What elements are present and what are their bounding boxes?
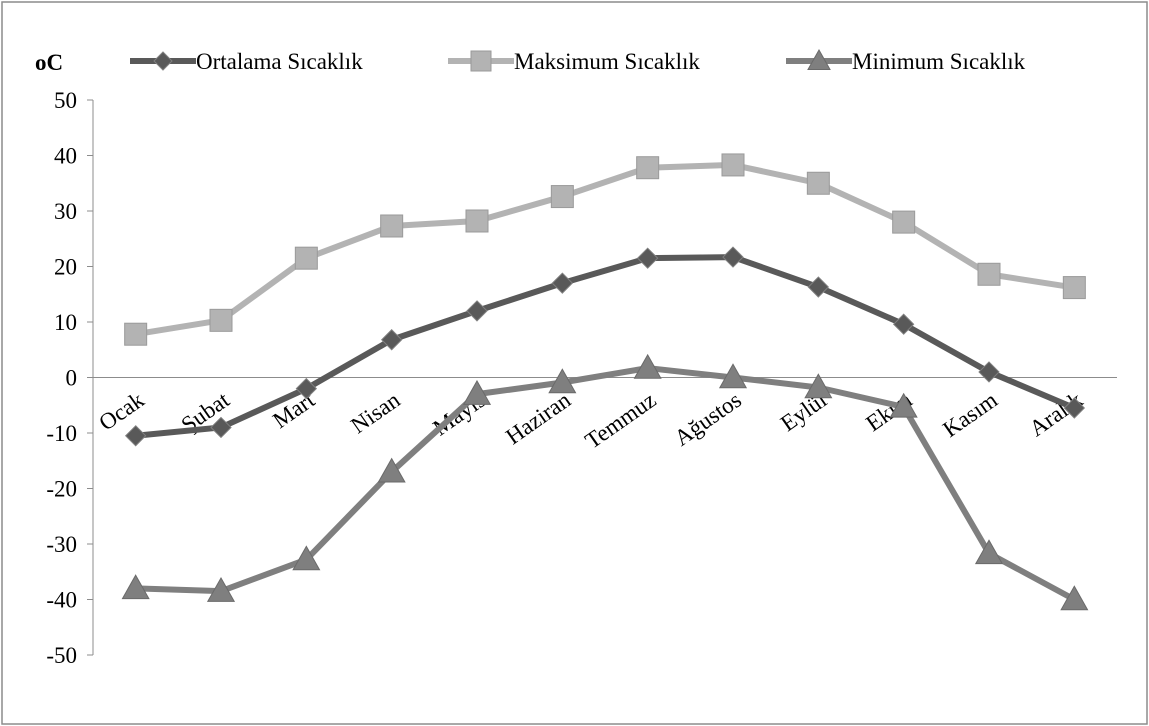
data-point — [636, 156, 660, 180]
data-point — [548, 368, 577, 394]
data-point — [377, 457, 406, 483]
data-point — [1062, 276, 1086, 300]
y-tick-label: 40 — [54, 144, 77, 169]
legend-label: Ortalama Sıcaklık — [196, 49, 363, 74]
data-point — [380, 214, 404, 238]
data-point — [209, 308, 233, 332]
data-point — [124, 425, 147, 447]
series-triangle — [121, 353, 1089, 611]
data-point — [974, 539, 1004, 565]
unit-label: oC — [35, 50, 63, 75]
data-point — [718, 363, 748, 389]
data-point — [124, 322, 148, 346]
data-point — [806, 171, 830, 195]
series-diamond — [124, 246, 1086, 447]
data-point — [294, 246, 318, 270]
y-tick-label: -30 — [46, 532, 77, 557]
y-tick-label: 30 — [54, 199, 77, 224]
legend-item: Maksimum Sıcaklık — [448, 49, 700, 74]
data-point — [292, 545, 321, 571]
legend-marker — [807, 48, 831, 70]
y-tick-label: 20 — [54, 255, 77, 280]
data-point — [804, 373, 833, 399]
y-axis: 50 40 30 20 10 0 -10 -20 -30 -40 -50 — [46, 88, 94, 668]
data-point — [1060, 585, 1089, 611]
y-tick-label: 0 — [66, 366, 78, 391]
data-point — [721, 153, 745, 177]
legend-item: Ortalama Sıcaklık — [130, 49, 363, 74]
data-point — [636, 247, 659, 269]
data-point — [466, 300, 488, 322]
data-point — [206, 576, 236, 602]
legend: Ortalama Sıcaklık Maksimum Sıcaklık Minimu… — [130, 48, 1026, 74]
data-point — [1063, 397, 1086, 419]
legend-label: Minimum Sıcaklık — [852, 49, 1026, 74]
data-point — [550, 185, 574, 209]
data-point — [978, 361, 1000, 383]
series-line — [135, 365, 1076, 603]
legend-item: Minimum Sıcaklık — [786, 48, 1026, 74]
y-tick-label: 10 — [54, 310, 77, 335]
data-point — [889, 392, 918, 418]
data-point — [722, 246, 744, 268]
data-point — [380, 329, 403, 351]
y-tick-label: -50 — [46, 643, 77, 668]
data-point — [551, 272, 574, 294]
legend-marker — [470, 50, 492, 72]
y-tick-label: -20 — [46, 477, 77, 502]
data-point — [892, 210, 916, 234]
legend-label: Maksimum Sıcaklık — [514, 49, 700, 74]
series-line — [135, 161, 1075, 338]
y-tick-label: -40 — [46, 588, 77, 613]
series-line — [135, 254, 1076, 439]
y-tick-label: -10 — [46, 421, 77, 446]
data-point — [462, 379, 492, 405]
legend-marker — [153, 51, 173, 71]
data-point — [633, 353, 662, 379]
data-point — [807, 276, 830, 298]
series-square — [124, 153, 1086, 346]
data-point — [465, 209, 489, 233]
y-tick-label: 50 — [54, 88, 77, 113]
series-group — [121, 153, 1089, 611]
data-point — [210, 416, 232, 439]
data-point — [977, 262, 1001, 286]
data-point — [295, 377, 318, 400]
data-point — [892, 313, 915, 335]
data-point — [121, 574, 150, 600]
